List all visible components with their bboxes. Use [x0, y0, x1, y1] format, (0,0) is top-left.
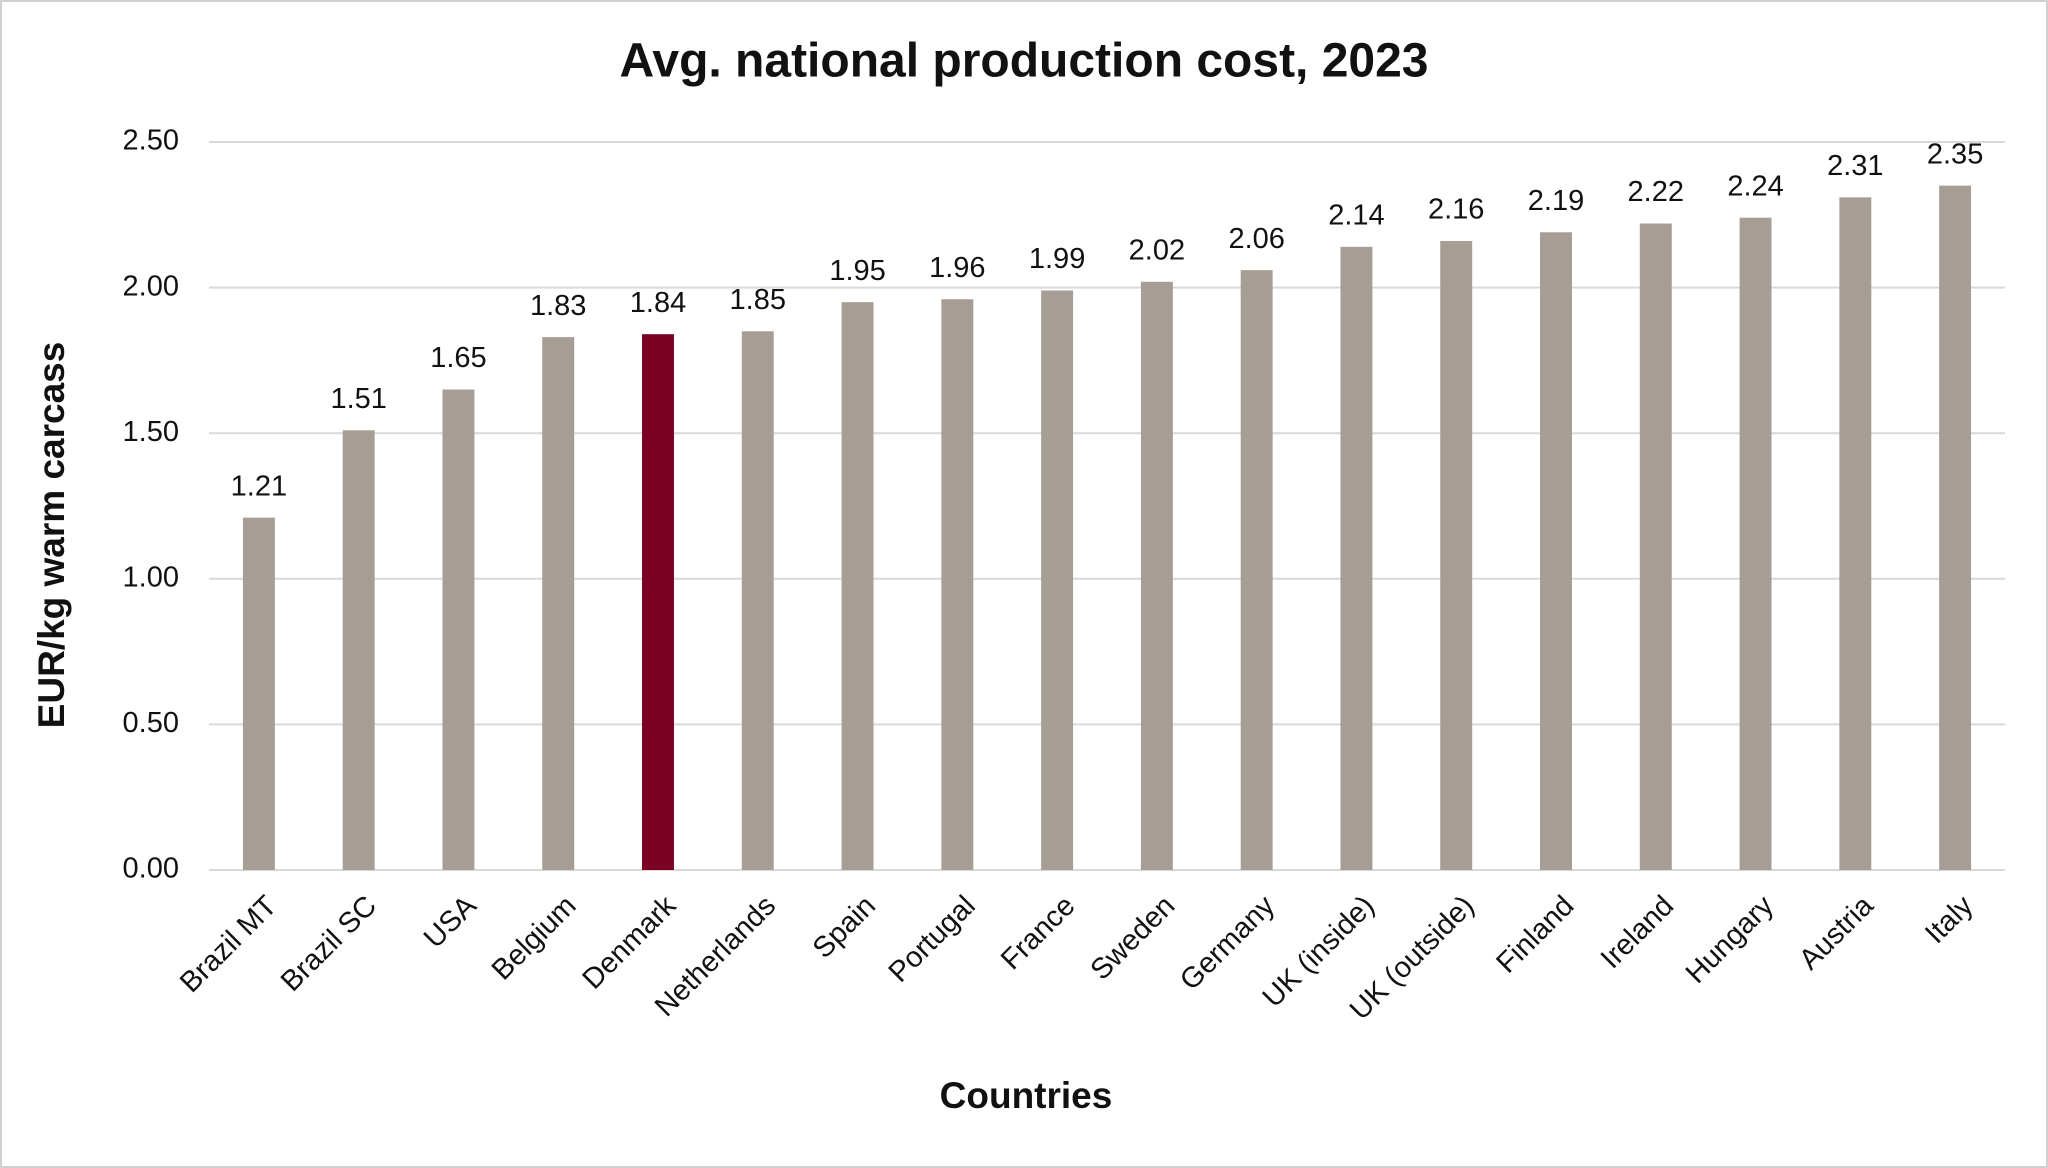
data-label: 1.83 — [530, 290, 586, 322]
y-axis-title: EUR/kg warm carcass — [31, 342, 72, 729]
data-label: 1.84 — [630, 287, 686, 319]
chart-title: Avg. national production cost, 2023 — [619, 35, 1428, 88]
y-tick-label: 0.50 — [123, 707, 179, 739]
bar — [1340, 246, 1373, 870]
bar — [1639, 223, 1672, 870]
bar — [642, 334, 674, 870]
data-label: 2.14 — [1328, 199, 1384, 231]
data-label: 1.21 — [231, 470, 287, 502]
bar — [741, 331, 774, 870]
data-label: 1.99 — [1029, 243, 1085, 275]
bar — [1240, 270, 1273, 870]
data-label: 1.65 — [430, 342, 486, 374]
data-label: 1.95 — [829, 255, 885, 287]
bar — [342, 430, 375, 870]
data-label: 2.02 — [1129, 234, 1185, 266]
bar — [1739, 217, 1772, 870]
y-tick-label: 1.50 — [123, 416, 179, 448]
y-tick-label: 2.00 — [123, 270, 179, 302]
data-label: 2.19 — [1528, 185, 1584, 217]
bar — [442, 389, 475, 870]
data-label: 2.22 — [1628, 176, 1684, 208]
bar — [1041, 290, 1074, 871]
y-tick-label: 2.50 — [123, 125, 179, 157]
x-axis-title: Countries — [940, 1075, 1113, 1116]
data-label: 1.96 — [929, 252, 985, 284]
y-tick-label: 0.00 — [123, 853, 179, 885]
bar — [841, 302, 874, 870]
y-tick-label: 1.00 — [123, 561, 179, 593]
data-label: 2.31 — [1827, 150, 1883, 182]
data-label: 2.35 — [1927, 138, 1983, 170]
bar — [941, 299, 974, 870]
data-label: 1.85 — [730, 284, 786, 316]
bar — [1140, 281, 1173, 870]
bar — [542, 337, 575, 870]
bar — [1540, 232, 1572, 871]
bar — [1939, 185, 1972, 870]
data-label: 1.51 — [330, 383, 386, 415]
data-label: 2.24 — [1727, 170, 1783, 202]
data-label: 2.16 — [1428, 194, 1484, 226]
bar — [242, 517, 275, 870]
bar — [1440, 241, 1473, 870]
bar — [1839, 197, 1872, 870]
data-label: 2.06 — [1228, 223, 1284, 255]
